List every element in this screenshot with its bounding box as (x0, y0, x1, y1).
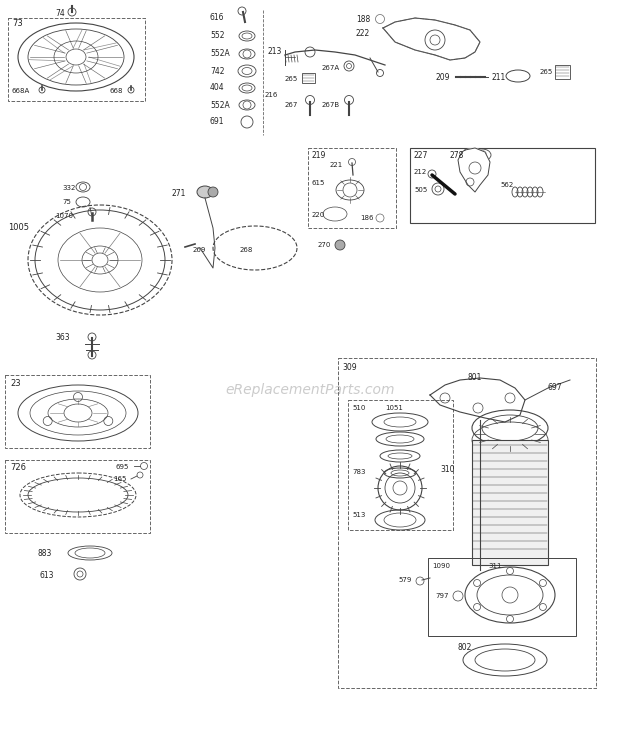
Text: 165: 165 (113, 476, 126, 482)
Text: 310: 310 (440, 466, 454, 475)
Circle shape (335, 240, 345, 250)
Text: 562: 562 (500, 182, 513, 188)
Text: 668: 668 (110, 88, 123, 94)
Text: 613: 613 (40, 571, 55, 580)
Text: 75: 75 (62, 199, 71, 205)
Bar (338, 358, 596, 688)
Polygon shape (430, 378, 525, 422)
Text: eReplacementParts.com: eReplacementParts.com (225, 383, 395, 397)
Circle shape (208, 187, 218, 197)
Text: 505: 505 (414, 187, 427, 193)
Text: 227: 227 (414, 152, 428, 161)
Bar (8, 18, 145, 101)
Bar (410, 148, 595, 223)
Text: 188: 188 (356, 16, 370, 25)
Text: 1005: 1005 (8, 223, 29, 232)
Text: 579: 579 (398, 577, 412, 583)
Text: 267A: 267A (322, 65, 340, 71)
Bar (302, 73, 315, 83)
Text: 1070: 1070 (55, 213, 73, 219)
Text: 552A: 552A (210, 100, 230, 109)
Text: 220: 220 (312, 212, 326, 218)
Text: 668A: 668A (12, 88, 30, 94)
Text: 23: 23 (10, 379, 20, 388)
Text: 265: 265 (540, 69, 553, 75)
Text: 552A: 552A (210, 50, 230, 59)
Text: 1051: 1051 (385, 405, 403, 411)
Text: 216: 216 (265, 92, 278, 98)
Text: 616: 616 (210, 13, 224, 22)
Text: 211: 211 (492, 74, 507, 83)
Text: 73: 73 (12, 19, 23, 28)
Text: 510: 510 (352, 405, 365, 411)
Text: 221: 221 (330, 162, 343, 168)
Text: 219: 219 (312, 152, 326, 161)
Text: 802: 802 (458, 644, 472, 652)
Text: 213: 213 (268, 48, 282, 57)
Text: 186: 186 (360, 215, 373, 221)
Text: 513: 513 (352, 512, 365, 518)
Text: 311: 311 (488, 563, 502, 569)
Polygon shape (383, 18, 480, 60)
Text: 212: 212 (414, 169, 427, 175)
Text: 74: 74 (55, 8, 64, 18)
Bar (348, 400, 453, 530)
Text: 278: 278 (450, 152, 464, 161)
Text: 615: 615 (312, 180, 326, 186)
Text: 726: 726 (10, 463, 26, 472)
Bar (472, 440, 548, 565)
Text: 265: 265 (285, 76, 298, 82)
Text: 269: 269 (193, 247, 206, 253)
Text: 783: 783 (352, 469, 366, 475)
Bar (5, 375, 150, 448)
Text: 552: 552 (210, 31, 224, 40)
Text: 695: 695 (115, 464, 128, 470)
Text: 697: 697 (548, 383, 562, 393)
Bar (308, 148, 396, 228)
Text: 404: 404 (210, 83, 224, 92)
Text: 883: 883 (38, 550, 52, 559)
Text: 222: 222 (356, 30, 370, 39)
Text: 1090: 1090 (432, 563, 450, 569)
Text: 309: 309 (342, 364, 356, 373)
Text: 268: 268 (240, 247, 254, 253)
Polygon shape (458, 148, 490, 192)
Text: 332: 332 (62, 185, 76, 191)
Text: 797: 797 (435, 593, 448, 599)
Text: 801: 801 (468, 373, 482, 382)
Text: 363: 363 (55, 333, 69, 342)
Bar (5, 460, 150, 533)
Text: 691: 691 (210, 118, 224, 126)
Ellipse shape (197, 186, 213, 198)
Text: 271: 271 (172, 188, 187, 197)
Text: 270: 270 (318, 242, 331, 248)
Text: 742: 742 (210, 66, 224, 75)
Text: 267: 267 (285, 102, 298, 108)
Text: 267B: 267B (322, 102, 340, 108)
Bar (555, 65, 570, 79)
Bar (428, 558, 576, 636)
Text: 209: 209 (435, 74, 449, 83)
